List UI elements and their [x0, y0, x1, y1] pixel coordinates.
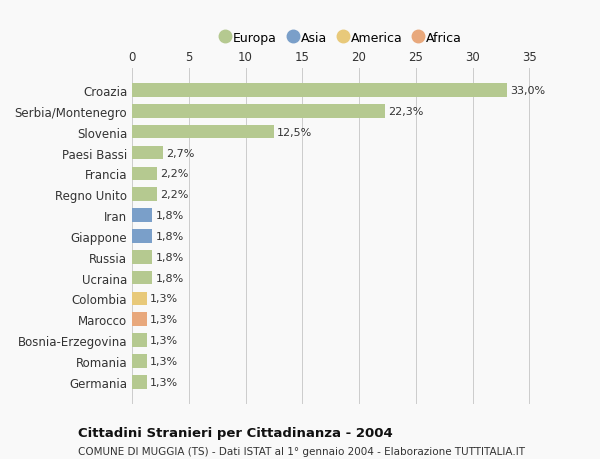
- Bar: [132, 230, 152, 243]
- Text: 1,3%: 1,3%: [150, 377, 178, 387]
- Text: 1,8%: 1,8%: [156, 231, 184, 241]
- Bar: [132, 292, 147, 306]
- Text: 1,8%: 1,8%: [156, 211, 184, 221]
- Text: 33,0%: 33,0%: [510, 86, 545, 96]
- Bar: [132, 354, 147, 368]
- Text: 1,8%: 1,8%: [156, 273, 184, 283]
- Bar: [132, 146, 163, 160]
- Text: 1,3%: 1,3%: [150, 336, 178, 345]
- Text: Cittadini Stranieri per Cittadinanza - 2004: Cittadini Stranieri per Cittadinanza - 2…: [78, 426, 393, 439]
- Text: 1,3%: 1,3%: [150, 294, 178, 304]
- Text: 2,2%: 2,2%: [160, 169, 189, 179]
- Legend: Europa, Asia, America, Africa: Europa, Asia, America, Africa: [222, 32, 462, 45]
- Bar: [132, 188, 157, 202]
- Text: 1,3%: 1,3%: [150, 356, 178, 366]
- Bar: [132, 105, 385, 118]
- Bar: [132, 84, 506, 98]
- Bar: [132, 334, 147, 347]
- Bar: [132, 271, 152, 285]
- Bar: [132, 126, 274, 139]
- Text: 12,5%: 12,5%: [277, 128, 313, 137]
- Text: 22,3%: 22,3%: [389, 106, 424, 117]
- Bar: [132, 313, 147, 326]
- Bar: [132, 209, 152, 222]
- Bar: [132, 251, 152, 264]
- Text: 2,2%: 2,2%: [160, 190, 189, 200]
- Text: 1,3%: 1,3%: [150, 314, 178, 325]
- Text: 2,7%: 2,7%: [166, 148, 194, 158]
- Bar: [132, 375, 147, 389]
- Text: COMUNE DI MUGGIA (TS) - Dati ISTAT al 1° gennaio 2004 - Elaborazione TUTTITALIA.: COMUNE DI MUGGIA (TS) - Dati ISTAT al 1°…: [78, 447, 525, 456]
- Text: 1,8%: 1,8%: [156, 252, 184, 262]
- Bar: [132, 167, 157, 181]
